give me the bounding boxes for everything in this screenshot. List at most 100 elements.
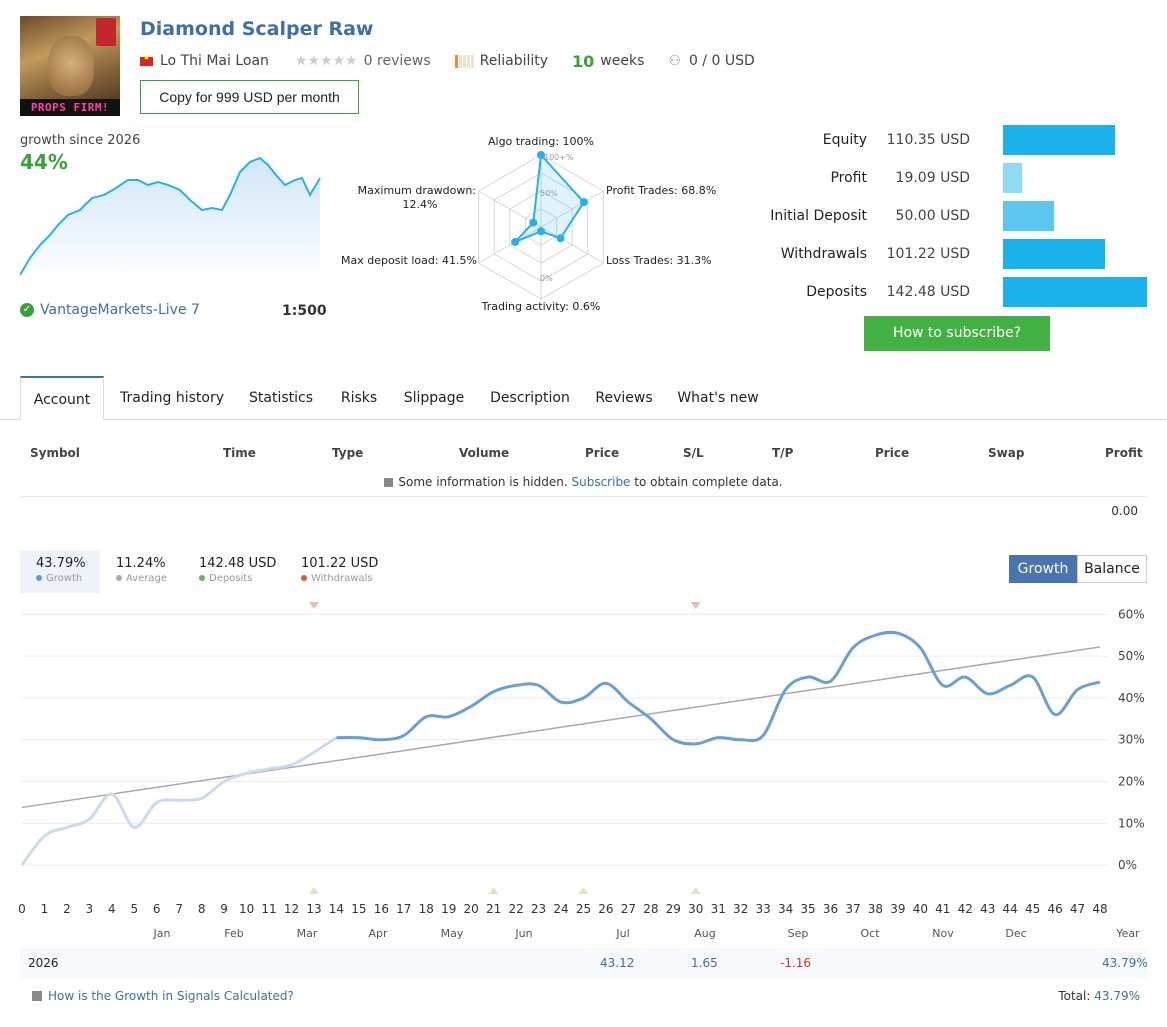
legend-growth-sub: Growth: [36, 573, 100, 584]
tab-description[interactable]: Description: [490, 390, 570, 406]
growth-dot-icon: [36, 575, 42, 581]
month-label-8: Sep: [788, 927, 809, 940]
radar-axis-4: [478, 226, 542, 264]
x-tick-47: 47: [1070, 902, 1085, 916]
stat-label-3: Withdrawals: [780, 246, 867, 262]
tab-account[interactable]: Account: [20, 376, 104, 420]
radar-label-drawdown-1: Maximum drawdown:: [358, 184, 476, 197]
radar-label-drawdown-2: 12.4%: [403, 198, 438, 211]
x-tick-5: 5: [130, 902, 138, 916]
stat-value-1: 19.09 USD: [895, 170, 970, 186]
growth-toggle-button[interactable]: Growth: [1009, 555, 1077, 583]
withdrawals-dot-icon: [301, 575, 307, 581]
rating-stars-icon: ★★★★★: [294, 53, 358, 69]
radar-point-5: [529, 218, 538, 227]
table-divider: [20, 496, 1147, 497]
tab-whats-new[interactable]: What's new: [677, 390, 759, 406]
x-tick-42: 42: [958, 902, 973, 916]
col-time: Time: [223, 446, 256, 460]
stat-bar-3: [1003, 239, 1105, 269]
withdrawal-marker-1[interactable]: [690, 602, 701, 609]
x-tick-39: 39: [890, 902, 905, 916]
signal-title[interactable]: Diamond Scalper Raw: [140, 18, 374, 40]
x-tick-32: 32: [733, 902, 748, 916]
radar-point-2: [556, 234, 565, 243]
legend-average[interactable]: 11.24% Average: [116, 550, 196, 593]
x-tick-19: 19: [441, 902, 456, 916]
legend-deposits[interactable]: 142.48 USD Deposits: [199, 550, 289, 593]
x-tick-25: 25: [576, 902, 591, 916]
x-tick-38: 38: [868, 902, 883, 916]
withdrawal-marker-0[interactable]: [308, 602, 319, 609]
tab-statistics[interactable]: Statistics: [249, 390, 313, 406]
deposit-marker-3[interactable]: [690, 887, 701, 894]
x-tick-6: 6: [153, 902, 161, 916]
radar-point-1: [579, 198, 588, 207]
how-to-subscribe-button[interactable]: How to subscribe?: [864, 316, 1050, 351]
month-label-6: Jul: [615, 927, 629, 940]
subscribe-link[interactable]: Subscribe: [571, 475, 631, 489]
tab-slippage[interactable]: Slippage: [403, 390, 465, 406]
subscribers-icon: ⚇: [668, 53, 681, 69]
month-label-7: Aug: [694, 927, 715, 940]
x-tick-0: 0: [18, 902, 26, 916]
verified-check-icon: ✓: [20, 303, 34, 317]
vietnam-flag-icon: [140, 53, 153, 66]
author-name[interactable]: Lo Thi Mai Loan: [160, 53, 269, 69]
month-label-10: Nov: [932, 927, 954, 940]
aug-growth: 1.65: [691, 956, 718, 970]
jul-growth: 43.12: [600, 956, 635, 970]
growth-since-label: growth since 2026: [20, 133, 141, 148]
x-tick-30: 30: [688, 902, 703, 916]
x-tick-26: 26: [598, 902, 613, 916]
month-label-12: Year: [1115, 927, 1140, 940]
total-growth: Total: 43.79%: [1000, 989, 1140, 1003]
total-label: Total:: [1058, 989, 1091, 1003]
x-tick-36: 36: [823, 902, 838, 916]
deposit-marker-2[interactable]: [578, 887, 589, 894]
legend-withdrawals-value: 101.22 USD: [301, 556, 379, 571]
legend-average-label: Average: [126, 573, 168, 584]
signal-meta: Lo Thi Mai Loan ★★★★★ 0 reviews Reliabil…: [140, 52, 755, 71]
hidden-info-note: Some information is hidden. Subscribe to…: [0, 475, 1167, 489]
radar-label-profit: Profit Trades: 68.8%: [606, 184, 716, 197]
col-tp: T/P: [772, 446, 794, 460]
legend-growth-value: 43.79%: [36, 556, 86, 571]
x-tick-13: 13: [306, 902, 321, 916]
legend-growth[interactable]: 43.79% Growth: [20, 550, 100, 593]
radar-grid: [478, 154, 604, 300]
stat-label-1: Profit: [830, 170, 867, 186]
tab-trading-history[interactable]: Trading history: [120, 390, 224, 406]
leverage-value: 1:500: [282, 303, 327, 319]
broker-name[interactable]: VantageMarkets-Live 7: [40, 302, 200, 318]
stat-bar-2: [1003, 201, 1054, 231]
stat-value-2: 50.00 USD: [895, 208, 970, 224]
x-tick-8: 8: [198, 902, 206, 916]
month-label-11: Dec: [1005, 927, 1026, 940]
copy-subscription-button[interactable]: Copy for 999 USD per month: [140, 80, 359, 114]
deposit-marker-1[interactable]: [488, 887, 499, 894]
stat-label-4: Deposits: [806, 284, 867, 300]
y-tick-1: 50%: [1118, 649, 1145, 663]
x-tick-34: 34: [778, 902, 793, 916]
radar-point-0: [537, 151, 545, 159]
avatar-face: [48, 36, 94, 96]
x-tick-45: 45: [1025, 902, 1040, 916]
legend-withdrawals[interactable]: 101.22 USD Withdrawals: [301, 550, 391, 593]
radar-points: [511, 151, 588, 246]
tab-risks[interactable]: Risks: [340, 390, 378, 406]
radar-axis-2: [540, 226, 604, 264]
reliability-icon: [454, 54, 474, 68]
hidden-note-text-2: to obtain complete data.: [634, 475, 783, 489]
x-tick-31: 31: [711, 902, 726, 916]
growth-calc-link[interactable]: How is the Growth in Signals Calculated?: [32, 989, 294, 1003]
x-tick-14: 14: [329, 902, 344, 916]
growth-line: [336, 630, 1101, 746]
reviews-count[interactable]: 0 reviews: [363, 53, 431, 69]
growth-calc-link-text[interactable]: How is the Growth in Signals Calculated?: [48, 989, 294, 1003]
col-sl: S/L: [683, 446, 704, 460]
tab-reviews[interactable]: Reviews: [595, 390, 653, 406]
deposit-marker-0[interactable]: [308, 887, 319, 894]
balance-toggle-button[interactable]: Balance: [1077, 555, 1147, 583]
broker-server[interactable]: ✓ VantageMarkets-Live 7: [20, 302, 200, 318]
